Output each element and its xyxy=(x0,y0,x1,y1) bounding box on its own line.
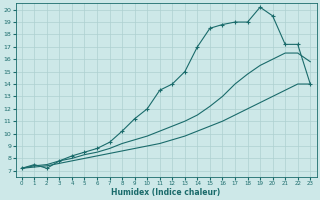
X-axis label: Humidex (Indice chaleur): Humidex (Indice chaleur) xyxy=(111,188,221,197)
